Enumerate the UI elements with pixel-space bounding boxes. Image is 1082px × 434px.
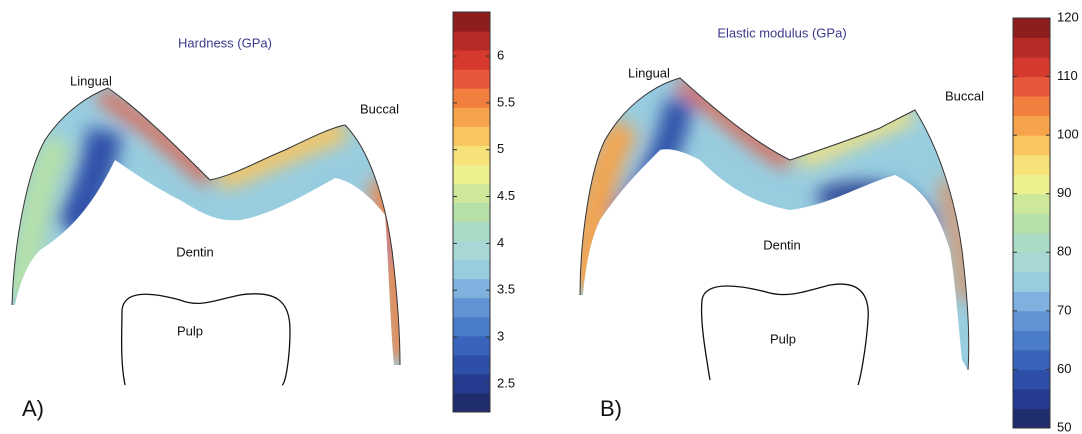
tick-label: 90 (1057, 185, 1071, 200)
colorbar-band (1013, 174, 1050, 195)
region-label: Pulp (770, 331, 796, 346)
colorbar-band (453, 145, 490, 165)
colorbar-band (453, 12, 490, 32)
colorbar-band (453, 107, 490, 127)
tick-label: 80 (1057, 244, 1071, 259)
region-label: Lingual (628, 65, 670, 80)
colorbar-band (1013, 135, 1050, 156)
tick-label: 70 (1057, 302, 1071, 317)
tick-label: 4 (497, 235, 504, 250)
hardness-map (11, 87, 401, 386)
colorbar-frame (452, 11, 491, 413)
colorbar-band (453, 202, 490, 223)
region-label: Dentin (176, 244, 214, 259)
tick-label: 5 (497, 141, 504, 156)
region-label: Lingual (70, 73, 112, 88)
tick-label: 6 (497, 47, 504, 62)
colorbar-band (453, 88, 490, 108)
tick-label: 5.5 (497, 94, 515, 109)
colorbar-band (1013, 388, 1050, 409)
panel-title: Hardness (GPa) (178, 35, 272, 50)
panel-label: B) (600, 396, 622, 421)
colorbar-band (1013, 193, 1050, 214)
colorbar-band (1013, 37, 1050, 58)
colorbar-band (453, 316, 490, 337)
colorbar-band (453, 392, 490, 413)
tick-label: 3 (497, 328, 504, 343)
colorbar-band (453, 297, 490, 318)
region-label: Buccal (945, 88, 984, 103)
colorbar-band (453, 31, 490, 51)
region-label: Pulp (177, 323, 203, 338)
colorbar-band (1013, 232, 1050, 253)
colorbar-band (1013, 96, 1050, 117)
colorbar-band (1013, 213, 1050, 234)
colorbar-band (453, 354, 490, 375)
tick-label: 3.5 (497, 282, 515, 297)
colorbar-band (453, 278, 490, 299)
colorbar-frame (1012, 17, 1051, 429)
colorbar-band (1013, 271, 1050, 292)
region-label: Buccal (360, 101, 399, 116)
colorbar-band (453, 126, 490, 146)
tick-label: 4.5 (497, 188, 515, 203)
colorbar-band (453, 259, 490, 280)
colorbar-band (1013, 291, 1050, 312)
colorbar-band (1013, 76, 1050, 97)
colorbar-band (1013, 310, 1050, 331)
tick-label: 110 (1057, 68, 1078, 83)
tick-label: 60 (1057, 361, 1071, 376)
colorbar-band (453, 221, 490, 242)
colorbar-band (1013, 408, 1050, 429)
tick-label: 100 (1057, 127, 1079, 142)
colorbar-band (1013, 115, 1050, 136)
colorbar-band (1013, 154, 1050, 175)
colorbar-band (453, 50, 490, 70)
panel-label: A) (22, 396, 44, 421)
tick-label: 2.5 (497, 375, 515, 390)
colorbar-band (1013, 57, 1050, 78)
colorbar-band (1013, 349, 1050, 370)
colorbar-band (453, 240, 490, 261)
tick-label: 50 (1057, 419, 1071, 434)
colorbar-band (1013, 252, 1050, 273)
tick-label: 120 (1057, 9, 1079, 24)
colorbar-band (453, 69, 490, 89)
colorbar-band (1013, 18, 1050, 39)
colorbar-band (453, 183, 490, 203)
panel-title: Elastic modulus (GPa) (717, 25, 846, 40)
colorbar-band (1013, 330, 1050, 351)
colorbar-band (453, 335, 490, 356)
colorbar-band (453, 373, 490, 394)
colorbar-band (1013, 369, 1050, 390)
region-label: Dentin (763, 237, 801, 252)
colorbar-band (453, 164, 490, 184)
